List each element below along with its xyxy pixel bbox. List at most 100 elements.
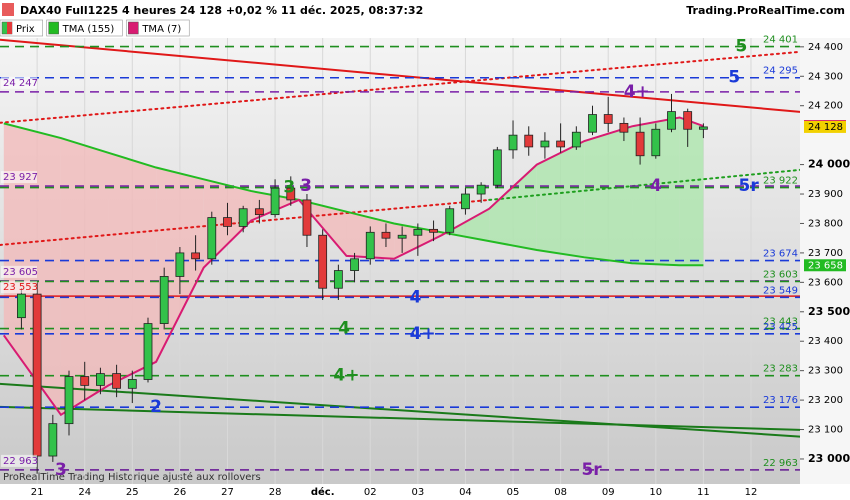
- candle-body: [96, 373, 105, 386]
- tma-fill: [60, 138, 109, 415]
- y-tick-label: 24 400: [808, 42, 843, 53]
- candle-body: [540, 140, 550, 148]
- y-tick-label: 23 400: [808, 336, 843, 347]
- legend-frame: [126, 19, 190, 37]
- level-label-bg: [1, 281, 37, 294]
- legend-box-half: [7, 22, 12, 34]
- level-label: 24 247: [3, 78, 38, 89]
- candle-body: [571, 131, 581, 148]
- candle-body: [238, 208, 248, 227]
- tma-fill: [441, 208, 490, 242]
- candle-body: [286, 187, 296, 201]
- legend-label: TMA (155): [62, 24, 115, 35]
- candle-body: [64, 376, 74, 425]
- logo: [2, 3, 14, 16]
- y-tick-label: 23 000: [808, 452, 850, 465]
- legend-box: [48, 21, 59, 35]
- x-tick-label: 25: [126, 487, 139, 498]
- price-tag: [804, 259, 846, 272]
- x-tick-label: 27: [221, 487, 234, 498]
- candle-body: [48, 423, 58, 457]
- candle-body: [80, 376, 90, 386]
- level-label-bg: [1, 454, 37, 467]
- candle-body: [524, 134, 534, 148]
- candle-body: [588, 114, 597, 133]
- level-label: 23 922: [763, 176, 798, 187]
- level-label-bg: [1, 265, 37, 278]
- level-tag: 4: [338, 319, 350, 339]
- level-label: 23 283: [763, 364, 798, 375]
- level-label-bg: [1, 171, 37, 184]
- level-tag: 4+: [624, 82, 650, 102]
- candle-body: [603, 114, 613, 124]
- candle-body: [619, 122, 629, 133]
- level-tag: 5r: [738, 176, 759, 196]
- candle-body: [143, 323, 153, 380]
- level-tag: 3: [300, 176, 312, 196]
- tma-fill: [489, 164, 537, 250]
- x-tick-label: 11: [697, 487, 710, 498]
- candle-body: [698, 126, 708, 130]
- candle-body: [397, 234, 407, 239]
- y-tick-label: 23 500: [808, 305, 850, 318]
- candle-body: [270, 187, 280, 216]
- candle-body: [556, 140, 566, 148]
- level-label: 22 963: [763, 458, 798, 469]
- y-tick-label: 23 200: [808, 395, 843, 406]
- x-tick-label: déc.: [311, 486, 335, 498]
- y-tick-label: 24 300: [808, 71, 843, 82]
- trendline: [0, 38, 800, 113]
- x-tick-label: 08: [554, 487, 567, 498]
- y-tick-label: 23 700: [808, 248, 843, 259]
- level-label: 22 963: [3, 456, 38, 467]
- legend-frame: [46, 19, 123, 37]
- candle-body: [127, 379, 137, 389]
- candle-body: [381, 231, 391, 239]
- candle-body: [667, 111, 676, 130]
- y-tick-label: 23 900: [808, 189, 843, 200]
- level-label: 23 553: [3, 282, 38, 293]
- candle-body: [445, 208, 455, 233]
- candle-body: [302, 199, 312, 236]
- level-label: 23 443: [763, 317, 798, 328]
- trendline: [488, 168, 800, 201]
- level-tag: 5: [736, 37, 748, 57]
- legend-frame: [0, 19, 43, 37]
- level-label: 23 603: [763, 269, 798, 280]
- candle-body: [635, 131, 645, 157]
- candle-body: [461, 193, 470, 210]
- level-tag: 3: [283, 178, 295, 198]
- candle-body: [159, 276, 169, 324]
- y-tick-label: 23 800: [808, 218, 843, 229]
- candle-body: [223, 217, 232, 227]
- level-label-bg: [1, 76, 37, 89]
- level-label: 23 674: [763, 249, 798, 260]
- tma-fill: [679, 117, 704, 266]
- legend-label: TMA (7): [141, 24, 181, 35]
- candle-body: [17, 293, 26, 319]
- level-tag: 5r: [581, 460, 602, 480]
- x-tick-label: 05: [507, 487, 520, 498]
- x-tick-label: 26: [174, 487, 187, 498]
- candle-body: [492, 149, 502, 186]
- candle-body: [112, 373, 121, 389]
- header-title: DAX40 Full1225 4 heures 24 128 +0,02 % 1…: [20, 4, 423, 17]
- candle-body: [508, 134, 518, 151]
- brand: Trading.ProRealTime.com: [686, 4, 845, 17]
- y-tick-label: 24 200: [808, 101, 843, 112]
- price-tag: [804, 120, 846, 133]
- price-tag-label: 23 658: [808, 260, 843, 271]
- candle-body: [207, 217, 217, 260]
- x-tick-label: 03: [411, 487, 424, 498]
- level-tag: 4+: [410, 324, 436, 344]
- level-tag: 2: [150, 397, 162, 417]
- level-tag: 3: [55, 460, 67, 480]
- candle-body: [254, 208, 264, 216]
- level-label: 24 401: [763, 35, 798, 46]
- trendline: [0, 405, 800, 431]
- legend-label: Prix: [16, 24, 35, 35]
- legend: Prix TMA (155) TMA (7): [0, 19, 190, 37]
- x-tick-label: 10: [649, 487, 662, 498]
- candle-body: [175, 252, 185, 277]
